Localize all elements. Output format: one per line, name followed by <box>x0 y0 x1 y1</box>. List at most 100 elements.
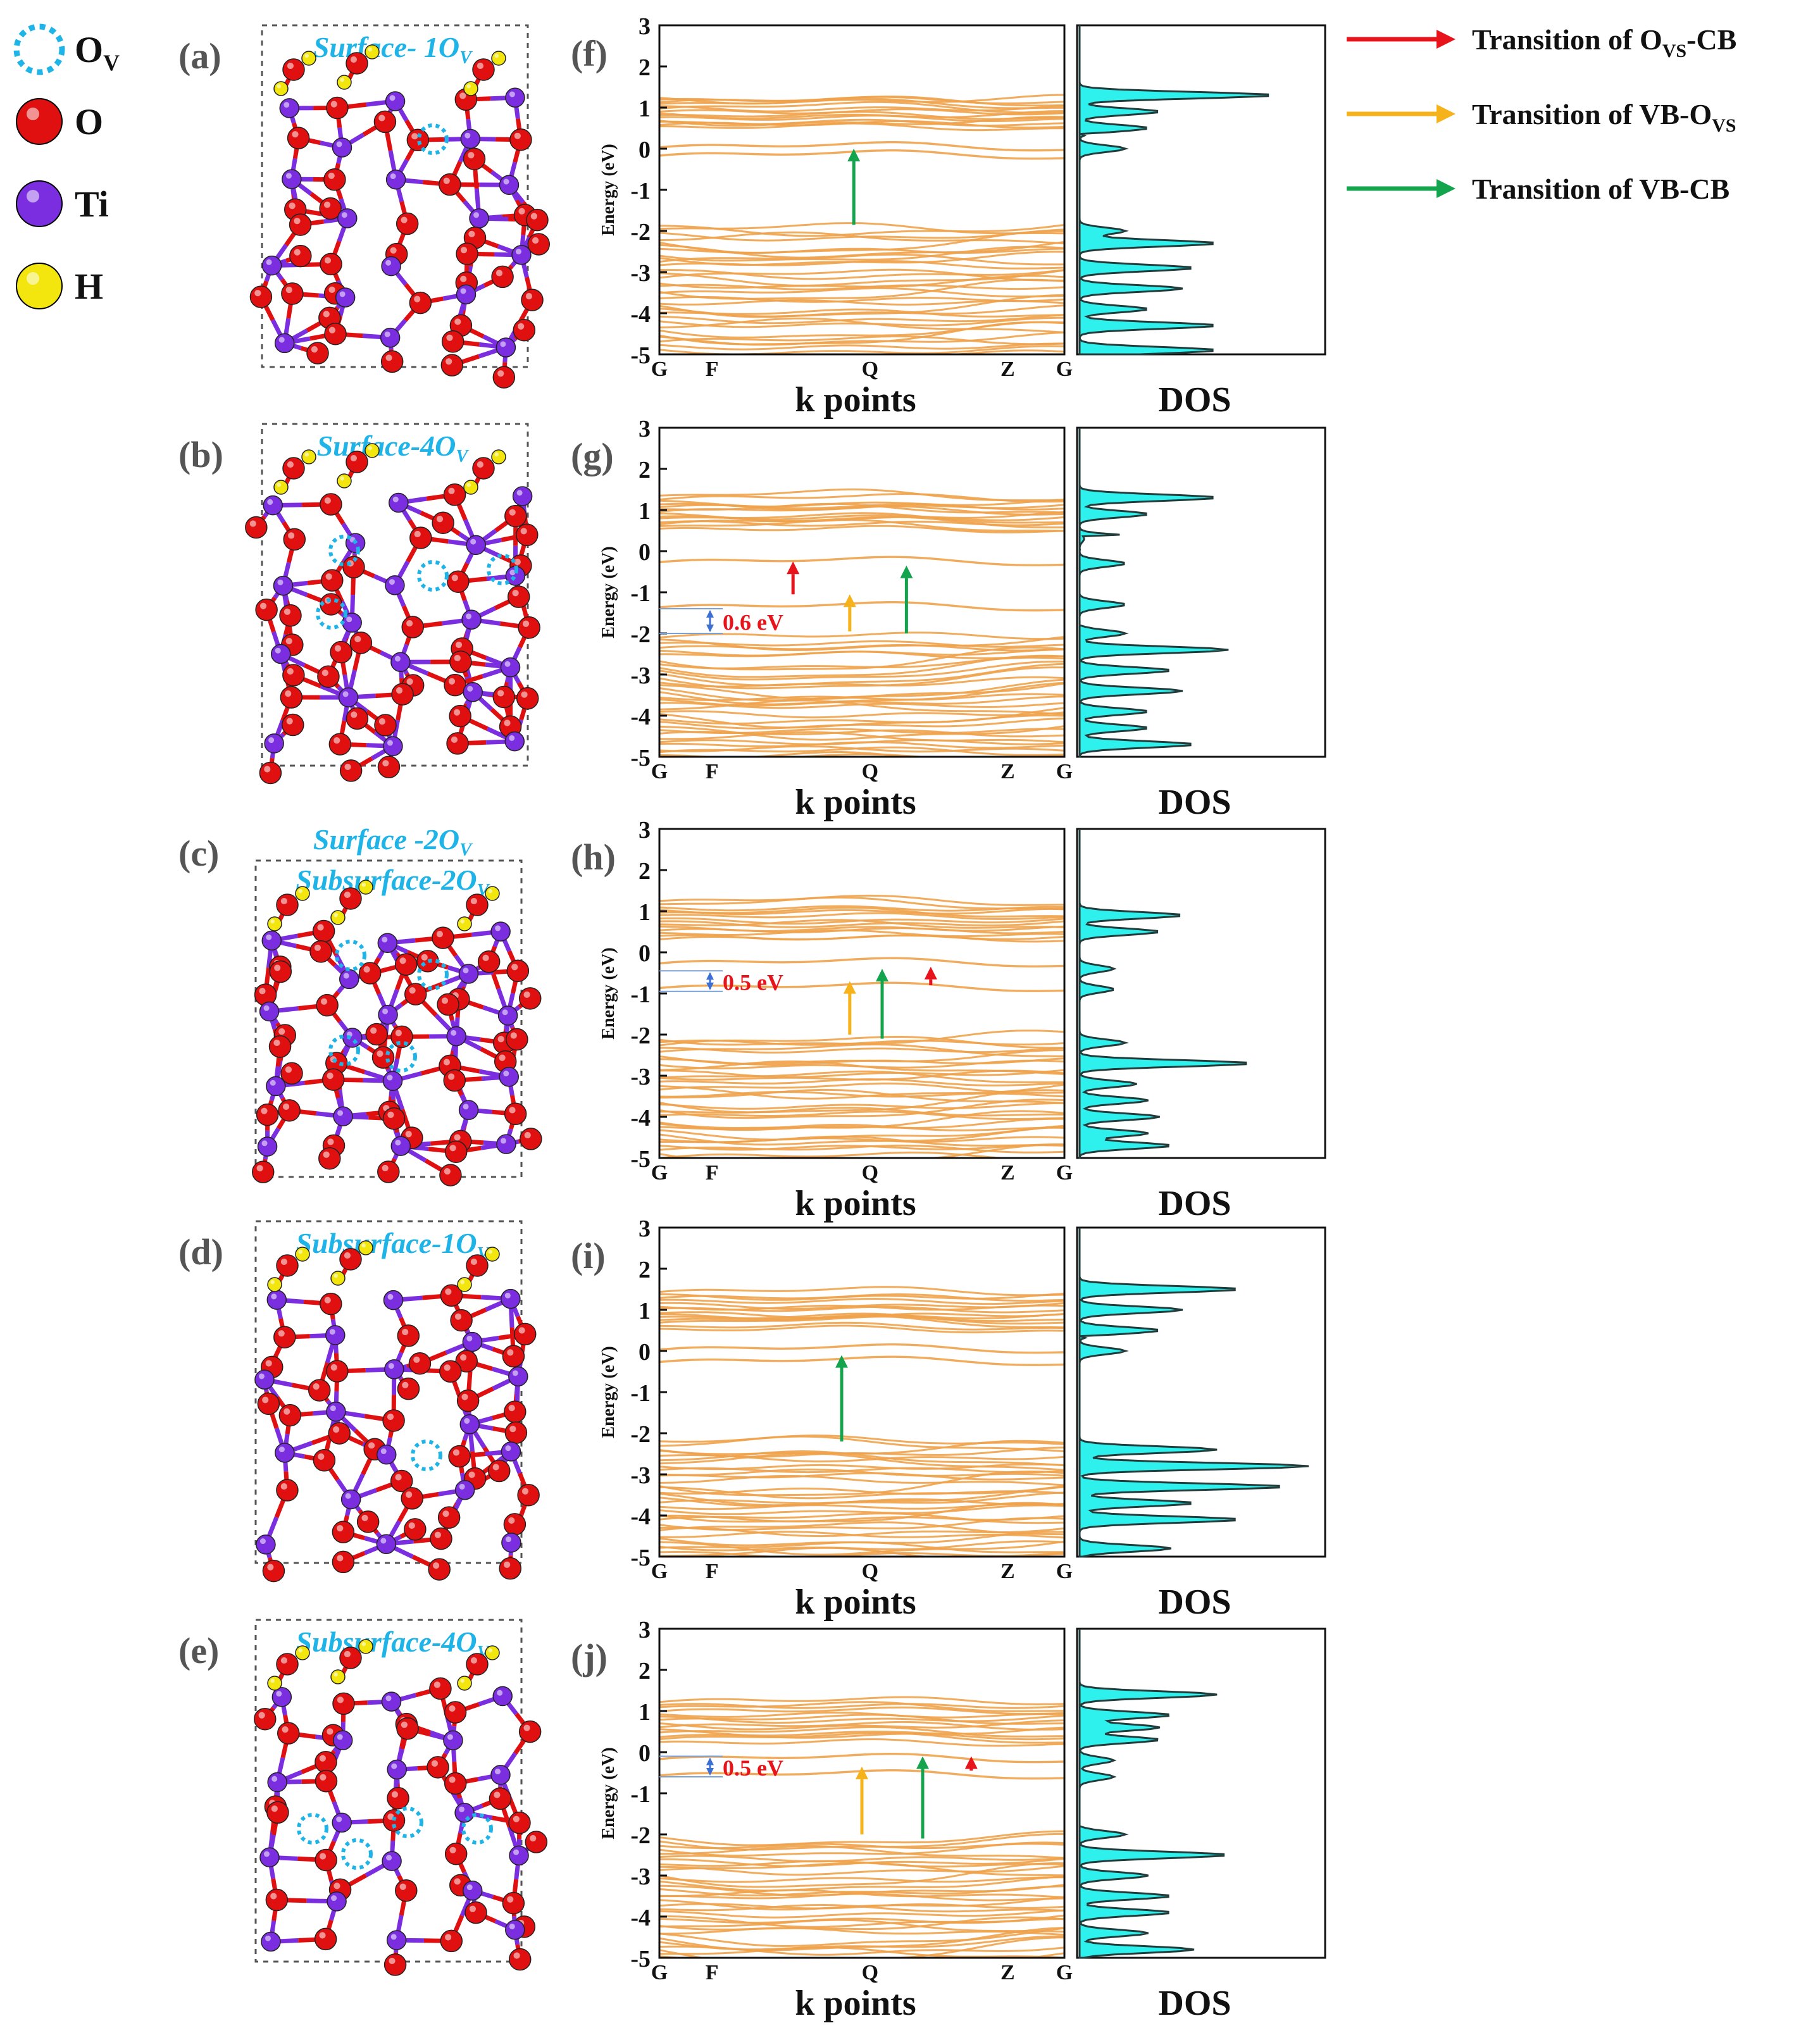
atom-highlight <box>464 1418 470 1424</box>
transition-legend-text: Transition of O <box>1472 23 1662 56</box>
O-atom <box>395 1879 418 1902</box>
O-atom <box>321 569 344 592</box>
band-line <box>659 1487 1064 1495</box>
H-atom <box>330 1669 346 1684</box>
O-atom <box>518 616 540 639</box>
band-line <box>659 1135 1064 1147</box>
Ti-atom <box>261 930 282 951</box>
transition-arrow-yellow <box>843 981 856 1035</box>
structure-title-main: Subsurface-2O <box>296 864 477 896</box>
atom-highlight <box>399 1883 406 1890</box>
atom-highlight <box>298 888 303 893</box>
atom-highlight <box>494 452 499 457</box>
Ti-atom <box>443 1730 463 1751</box>
atom-highlight <box>454 318 461 325</box>
Ti-atom <box>504 731 525 752</box>
atom-highlight <box>263 1005 270 1011</box>
O-atom <box>251 1161 275 1183</box>
atom-highlight <box>395 1140 401 1146</box>
atom-highlight <box>518 323 525 330</box>
O-atom <box>308 1379 331 1402</box>
transition-legend-tail: -CB <box>1686 23 1736 56</box>
transition-legend-label: Transition of VB-OVS <box>1472 98 1736 136</box>
Ti-atom <box>469 208 489 228</box>
atom-highlight <box>386 1855 392 1861</box>
O-atom <box>466 893 489 916</box>
O-atom <box>409 526 432 549</box>
atom-highlight <box>523 991 530 998</box>
atom-highlight <box>451 736 458 744</box>
atom-legend-label-H-main: H <box>75 266 103 307</box>
atom-highlight <box>270 1893 277 1900</box>
atom-highlight <box>470 1258 478 1266</box>
y-axis-title: Energy (eV) <box>599 1346 618 1438</box>
atom-highlight <box>453 709 461 716</box>
atom-highlight <box>459 1483 465 1490</box>
transition-legend-text: Transition of VB-O <box>1472 98 1712 130</box>
vacancy-marker <box>417 959 449 990</box>
atom-highlight <box>334 645 342 652</box>
band-line <box>659 1721 1064 1731</box>
atom-highlight <box>288 532 295 539</box>
atom-highlight <box>340 476 344 481</box>
atom-highlight <box>337 1734 343 1740</box>
O-atom <box>525 1831 548 1853</box>
Ti-atom <box>279 98 299 118</box>
Ti-atom <box>461 609 482 630</box>
O-atom <box>472 457 495 480</box>
atom-highlight <box>451 1030 457 1036</box>
Ti-atom <box>390 652 411 673</box>
atom-highlight <box>304 452 309 457</box>
atom-highlight <box>327 1073 333 1080</box>
atom-highlight <box>265 1360 272 1367</box>
atom-highlight <box>466 84 471 89</box>
atom-highlight <box>449 1145 456 1152</box>
atom-highlight <box>443 177 450 184</box>
O-atom <box>444 673 466 697</box>
band-line <box>659 1311 1064 1319</box>
Ti-atom <box>496 337 516 358</box>
Ti-atom <box>266 1076 286 1097</box>
O-atom <box>276 1254 299 1277</box>
atom-highlight <box>361 1514 368 1522</box>
atom-highlight <box>387 1111 394 1118</box>
O-atom <box>526 208 549 232</box>
x-tick-label: F <box>706 358 719 381</box>
atom-highlight <box>280 897 287 905</box>
atom-highlight <box>495 925 501 931</box>
band-line <box>659 499 1064 507</box>
atom-highlight <box>385 259 392 266</box>
O-atom <box>282 713 304 737</box>
atom-highlight <box>387 1293 394 1300</box>
O-atom <box>397 1378 420 1400</box>
structure-title-main: Surface- 1O <box>313 31 459 63</box>
Ti-atom <box>386 1930 407 1950</box>
band-line <box>659 1298 1064 1305</box>
O-atom <box>432 511 454 534</box>
y-tick-label: -1 <box>630 178 651 204</box>
atom-highlight <box>277 482 282 487</box>
band-line <box>659 1703 1064 1709</box>
O-atom <box>444 1772 467 1795</box>
atom-highlight <box>287 461 294 468</box>
atom-highlight <box>387 740 393 746</box>
band-line <box>659 1701 1064 1712</box>
atom-highlight <box>459 92 466 99</box>
O-atom-icon <box>16 98 63 145</box>
O-atom <box>440 354 464 377</box>
O-atom <box>390 1025 413 1049</box>
O-atom <box>377 756 401 778</box>
transition-legend-arrow-yellow <box>1347 104 1455 123</box>
O-atom <box>315 1769 338 1793</box>
O-atom <box>281 282 304 305</box>
y-tick-label: 2 <box>639 1257 651 1283</box>
O-atom <box>383 1953 407 1976</box>
Ti-atom <box>462 1331 483 1352</box>
atom-highlight <box>286 718 293 725</box>
atom-highlight <box>319 1853 327 1860</box>
transition-legend-sub: VS <box>1662 40 1686 61</box>
Ti-atom-highlight <box>27 190 39 202</box>
atom-highlight <box>448 678 456 685</box>
